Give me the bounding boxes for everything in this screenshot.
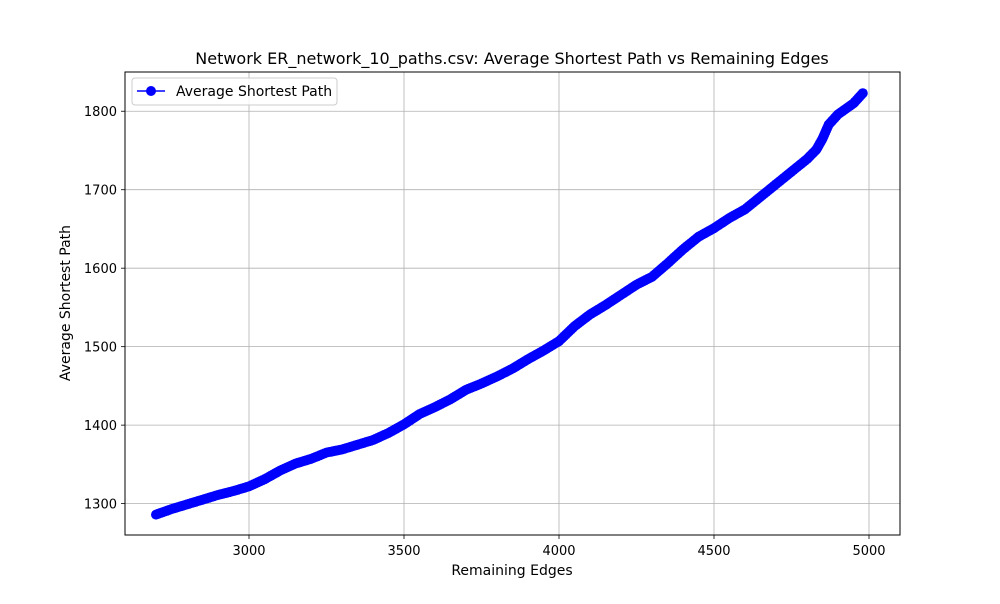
axis-ticks: 3000 3500 4000 4500 5000 1300 1400 1500 1600 1700… xyxy=(84,105,886,559)
y-tick-label: 1400 xyxy=(84,419,117,434)
legend-label: Average Shortest Path xyxy=(176,84,332,100)
y-tick-label: 1800 xyxy=(84,105,117,120)
y-tick-label: 1300 xyxy=(84,498,117,513)
y-tick-label: 1600 xyxy=(84,262,117,277)
series-marker xyxy=(857,88,868,99)
y-tick-label: 1700 xyxy=(84,184,117,199)
axes-frame xyxy=(124,71,901,536)
x-tick-label: 3000 xyxy=(232,544,265,559)
legend-marker-icon xyxy=(146,86,156,96)
x-tick-label: 4500 xyxy=(697,544,730,559)
x-tick-label: 3500 xyxy=(387,544,420,559)
x-axis-label: Remaining Edges xyxy=(451,563,572,579)
legend-box xyxy=(131,77,338,106)
x-tick-label: 4000 xyxy=(542,544,575,559)
x-tick-label: 5000 xyxy=(852,544,885,559)
chart-title: Network ER_network_10_paths.csv: Average… xyxy=(195,49,829,69)
series-layer xyxy=(151,88,868,520)
y-tick-label: 1500 xyxy=(84,341,117,356)
legend: Average Shortest Path xyxy=(131,77,338,106)
y-axis-label: Average Shortest Path xyxy=(58,225,74,381)
